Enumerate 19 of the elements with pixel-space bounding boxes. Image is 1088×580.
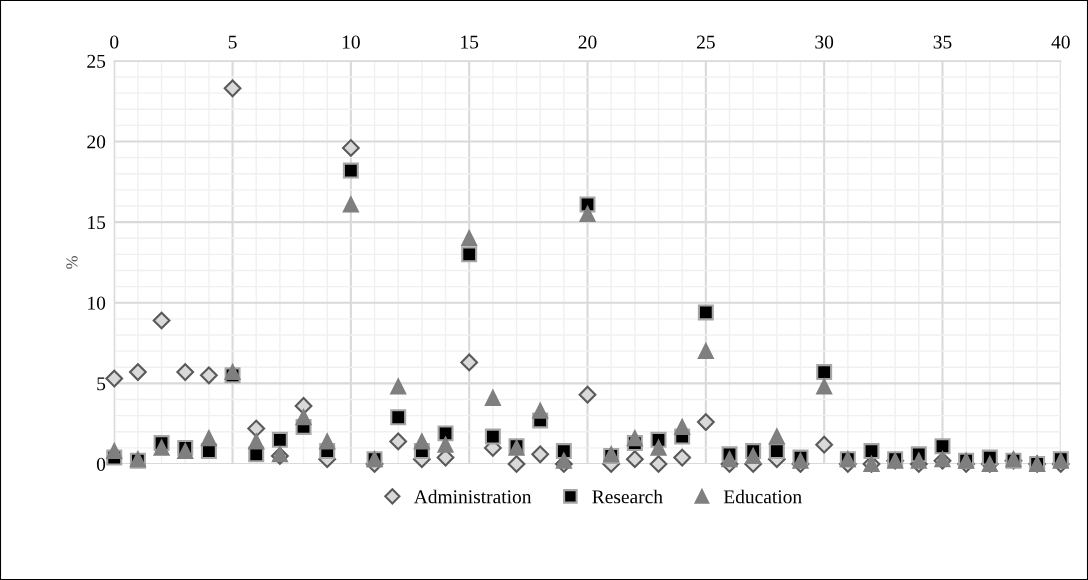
- y-tick-label: 0: [96, 457, 106, 471]
- legend-label: Research: [592, 489, 663, 504]
- y-tick-label: 5: [97, 377, 106, 391]
- x-tick-label: 0: [110, 35, 119, 49]
- y-axis-title: %: [66, 256, 78, 269]
- x-tick-label: 40: [1051, 35, 1070, 49]
- y-tick-label: 10: [88, 296, 106, 310]
- legend-label: Education: [723, 489, 802, 504]
- x-tick-label: 20: [578, 35, 597, 49]
- x-tick-label: 30: [815, 35, 834, 49]
- legend-label: Administration: [413, 489, 532, 504]
- y-tick-label: 25: [87, 54, 106, 68]
- y-tick-label: 15: [88, 216, 106, 230]
- x-tick-label: 15: [461, 35, 479, 49]
- x-tick-label: 35: [933, 35, 952, 49]
- x-tick-label: 10: [342, 35, 360, 49]
- y-tick-label: 20: [87, 135, 106, 149]
- x-tick-label: 5: [228, 35, 237, 49]
- x-tick-label: 25: [696, 35, 715, 49]
